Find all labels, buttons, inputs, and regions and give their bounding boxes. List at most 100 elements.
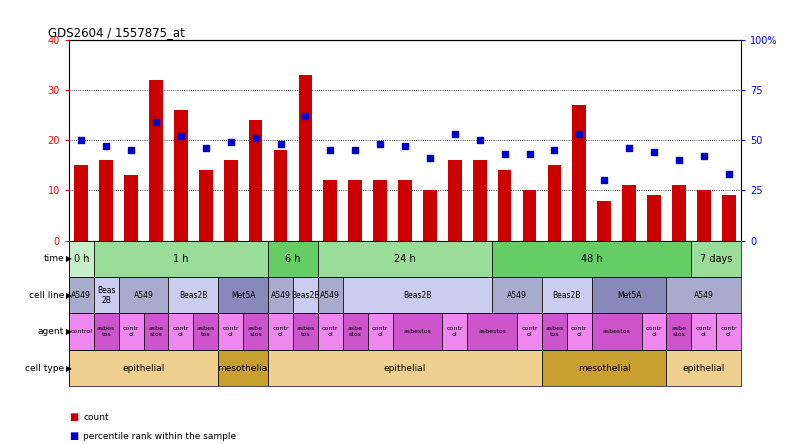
Bar: [293, 277, 318, 313]
Text: contr
ol: contr ol: [123, 326, 139, 337]
Text: 1 h: 1 h: [173, 254, 189, 264]
Bar: [268, 313, 293, 350]
Text: asbe
stos: asbe stos: [347, 326, 363, 337]
Text: asbes
tos: asbes tos: [545, 326, 564, 337]
Text: asbe
stos: asbe stos: [148, 326, 164, 337]
Bar: [94, 241, 268, 277]
Bar: [69, 313, 94, 350]
Bar: [399, 180, 411, 241]
Bar: [194, 313, 218, 350]
Point: [473, 137, 486, 144]
Bar: [94, 313, 118, 350]
Text: 7 days: 7 days: [700, 254, 732, 264]
Text: contr
ol: contr ol: [322, 326, 339, 337]
Text: A549: A549: [134, 291, 153, 300]
Bar: [318, 277, 343, 313]
Text: Beas2B: Beas2B: [179, 291, 207, 300]
Text: contr
ol: contr ol: [446, 326, 463, 337]
Bar: [716, 313, 741, 350]
Bar: [442, 313, 467, 350]
Bar: [168, 313, 194, 350]
Text: ■: ■: [69, 431, 78, 441]
Text: Met5A: Met5A: [231, 291, 255, 300]
Point: [498, 151, 511, 158]
Text: ▶: ▶: [66, 291, 71, 300]
Bar: [218, 313, 243, 350]
Point: [672, 157, 685, 164]
Text: mesothelial: mesothelial: [217, 364, 270, 373]
Bar: [348, 180, 362, 241]
Point: [723, 171, 735, 178]
Text: asbestos: asbestos: [403, 329, 432, 334]
Bar: [299, 75, 312, 241]
Text: A549: A549: [507, 291, 527, 300]
Text: A549: A549: [71, 291, 92, 300]
Bar: [69, 241, 94, 277]
Point: [697, 153, 710, 160]
Bar: [423, 190, 437, 241]
Text: contr
ol: contr ol: [173, 326, 190, 337]
Point: [573, 131, 586, 138]
Text: Beas2B: Beas2B: [552, 291, 581, 300]
Bar: [69, 350, 218, 386]
Bar: [143, 313, 168, 350]
Point: [373, 141, 386, 148]
Text: asbes
tos: asbes tos: [97, 326, 115, 337]
Text: Beas2B: Beas2B: [292, 291, 320, 300]
Point: [199, 145, 212, 152]
Bar: [323, 180, 337, 241]
Bar: [268, 350, 542, 386]
Bar: [492, 241, 692, 277]
Bar: [573, 105, 586, 241]
Point: [647, 149, 660, 156]
Text: Beas2B: Beas2B: [403, 291, 432, 300]
Text: contr
ol: contr ol: [272, 326, 288, 337]
Bar: [667, 313, 692, 350]
Bar: [124, 175, 138, 241]
Bar: [692, 313, 716, 350]
Text: Beas
2B: Beas 2B: [97, 286, 116, 305]
Bar: [592, 277, 667, 313]
Text: asbestos: asbestos: [478, 329, 506, 334]
Point: [424, 155, 437, 162]
Bar: [94, 277, 118, 313]
Bar: [249, 120, 262, 241]
Text: epithelial: epithelial: [122, 364, 164, 373]
Bar: [224, 160, 237, 241]
Bar: [597, 201, 611, 241]
Text: ▶: ▶: [66, 254, 71, 263]
Point: [125, 147, 138, 154]
Text: 6 h: 6 h: [285, 254, 301, 264]
Point: [100, 143, 113, 150]
Text: percentile rank within the sample: percentile rank within the sample: [83, 432, 237, 440]
Bar: [393, 313, 442, 350]
Bar: [622, 186, 636, 241]
Text: count: count: [83, 413, 109, 422]
Bar: [722, 195, 735, 241]
Bar: [642, 313, 667, 350]
Text: ▶: ▶: [66, 364, 71, 373]
Point: [324, 147, 337, 154]
Bar: [318, 241, 492, 277]
Text: cell type: cell type: [25, 364, 64, 373]
Text: agent: agent: [38, 327, 64, 336]
Text: asbestos: asbestos: [603, 329, 631, 334]
Bar: [274, 151, 288, 241]
Bar: [368, 313, 393, 350]
Text: ■: ■: [69, 412, 78, 422]
Bar: [498, 170, 511, 241]
Point: [274, 141, 287, 148]
Bar: [697, 190, 710, 241]
Text: 48 h: 48 h: [581, 254, 603, 264]
Bar: [168, 277, 218, 313]
Text: contr
ol: contr ol: [646, 326, 663, 337]
Bar: [118, 313, 143, 350]
Point: [448, 131, 461, 138]
Point: [75, 137, 87, 144]
Text: contr
ol: contr ol: [522, 326, 538, 337]
Text: A549: A549: [321, 291, 340, 300]
Bar: [218, 350, 268, 386]
Bar: [492, 277, 542, 313]
Text: contr
ol: contr ol: [571, 326, 587, 337]
Bar: [218, 277, 268, 313]
